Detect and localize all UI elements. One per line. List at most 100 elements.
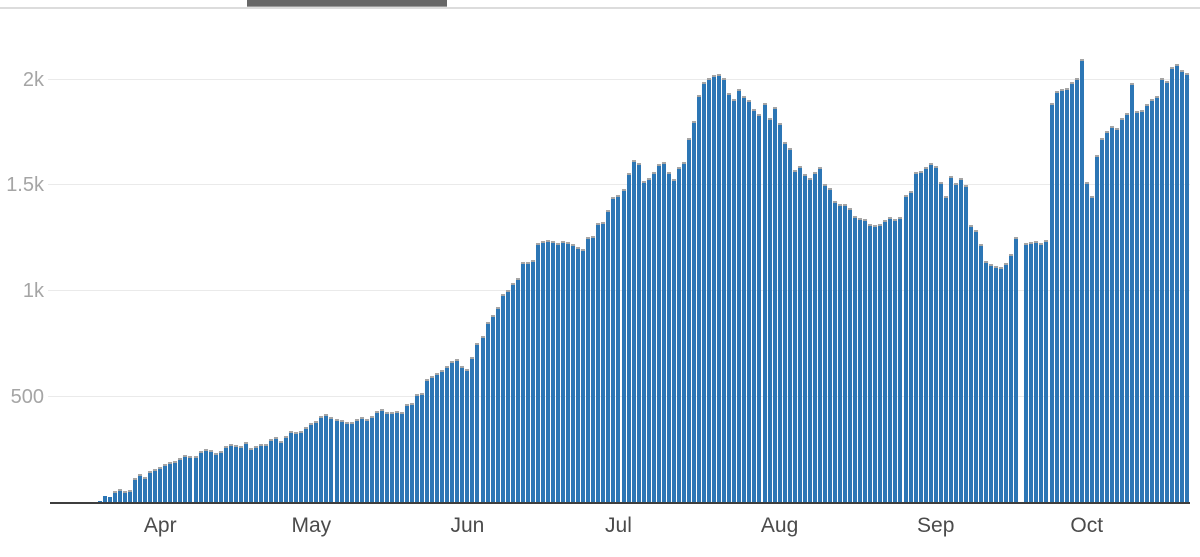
- bar: [671, 179, 676, 503]
- bar: [752, 108, 757, 503]
- bar: [651, 171, 656, 503]
- plot-area: [48, 0, 1190, 503]
- month-label-jun: Jun: [450, 514, 485, 537]
- bar: [334, 419, 339, 503]
- bar: [374, 411, 379, 503]
- bar: [747, 99, 752, 503]
- bar: [591, 235, 596, 503]
- selected-tab-indicator[interactable]: [247, 0, 447, 7]
- bar: [681, 161, 686, 503]
- bar: [994, 266, 999, 503]
- bar: [520, 261, 525, 503]
- bar: [817, 166, 822, 503]
- bar: [1054, 91, 1059, 503]
- bar: [581, 249, 586, 503]
- y-tick-label: 2k: [22, 68, 44, 91]
- bar: [571, 243, 576, 503]
- bar: [1125, 112, 1130, 503]
- bar: [1089, 196, 1094, 503]
- bar: [1079, 58, 1084, 503]
- bar: [379, 409, 384, 503]
- bar: [1014, 237, 1019, 503]
- bar: [309, 422, 314, 503]
- bar: [329, 416, 334, 503]
- bar: [460, 366, 465, 503]
- month-label-aug: Aug: [760, 514, 799, 537]
- bar: [898, 217, 903, 503]
- bar: [274, 437, 279, 503]
- bar: [415, 394, 420, 503]
- bar: [923, 167, 928, 503]
- bar: [767, 118, 772, 503]
- bar: [717, 74, 722, 503]
- bar: [908, 191, 913, 503]
- bar: [435, 373, 440, 503]
- bar: [883, 220, 888, 503]
- bar: [284, 436, 289, 503]
- bar: [777, 122, 782, 503]
- bar: [485, 322, 490, 503]
- bar: [707, 77, 712, 503]
- bar: [702, 81, 707, 503]
- bar: [1009, 253, 1014, 503]
- bar: [163, 464, 168, 503]
- bar: [787, 147, 792, 503]
- bar: [289, 431, 294, 503]
- bar: [631, 159, 636, 503]
- bar: [198, 451, 203, 503]
- bar: [213, 452, 218, 503]
- bar: [203, 449, 208, 503]
- bar: [848, 207, 853, 503]
- bar: [173, 460, 178, 503]
- bar: [853, 216, 858, 503]
- bar: [1049, 102, 1054, 503]
- bar: [314, 420, 319, 503]
- bar: [193, 456, 198, 503]
- bar: [228, 443, 233, 503]
- bar: [943, 195, 948, 503]
- bar: [238, 445, 243, 503]
- bar: [556, 242, 561, 503]
- bar: [294, 432, 299, 503]
- bar: [973, 230, 978, 503]
- bar: [324, 414, 329, 503]
- bar: [918, 170, 923, 503]
- bar: [364, 418, 369, 503]
- bar: [540, 241, 545, 503]
- bar: [369, 416, 374, 503]
- bar: [1160, 77, 1165, 503]
- bar: [646, 177, 651, 503]
- bar: [404, 404, 409, 503]
- bar: [1024, 243, 1029, 503]
- bar: [1120, 117, 1125, 503]
- bar: [822, 184, 827, 503]
- bar: [490, 314, 495, 503]
- bar: [143, 477, 148, 503]
- bar: [218, 450, 223, 503]
- bar: [1135, 111, 1140, 503]
- bar: [551, 241, 556, 503]
- bar: [410, 403, 415, 503]
- bar: [279, 440, 284, 503]
- bar: [1069, 81, 1074, 503]
- bar: [913, 172, 918, 503]
- bar: [601, 222, 606, 503]
- bar: [661, 162, 666, 503]
- bar: [989, 264, 994, 503]
- bar: [963, 185, 968, 503]
- bar: [656, 164, 661, 503]
- bar: [430, 375, 435, 503]
- bar: [958, 177, 963, 503]
- bar: [359, 417, 364, 503]
- bar: [384, 412, 389, 503]
- bar: [133, 477, 138, 503]
- bar: [878, 224, 883, 503]
- bar: [1170, 67, 1175, 503]
- bar: [979, 244, 984, 503]
- bar: [611, 197, 616, 503]
- bar: [984, 261, 989, 503]
- bar: [868, 224, 873, 503]
- bar: [183, 454, 188, 503]
- bar: [722, 78, 727, 503]
